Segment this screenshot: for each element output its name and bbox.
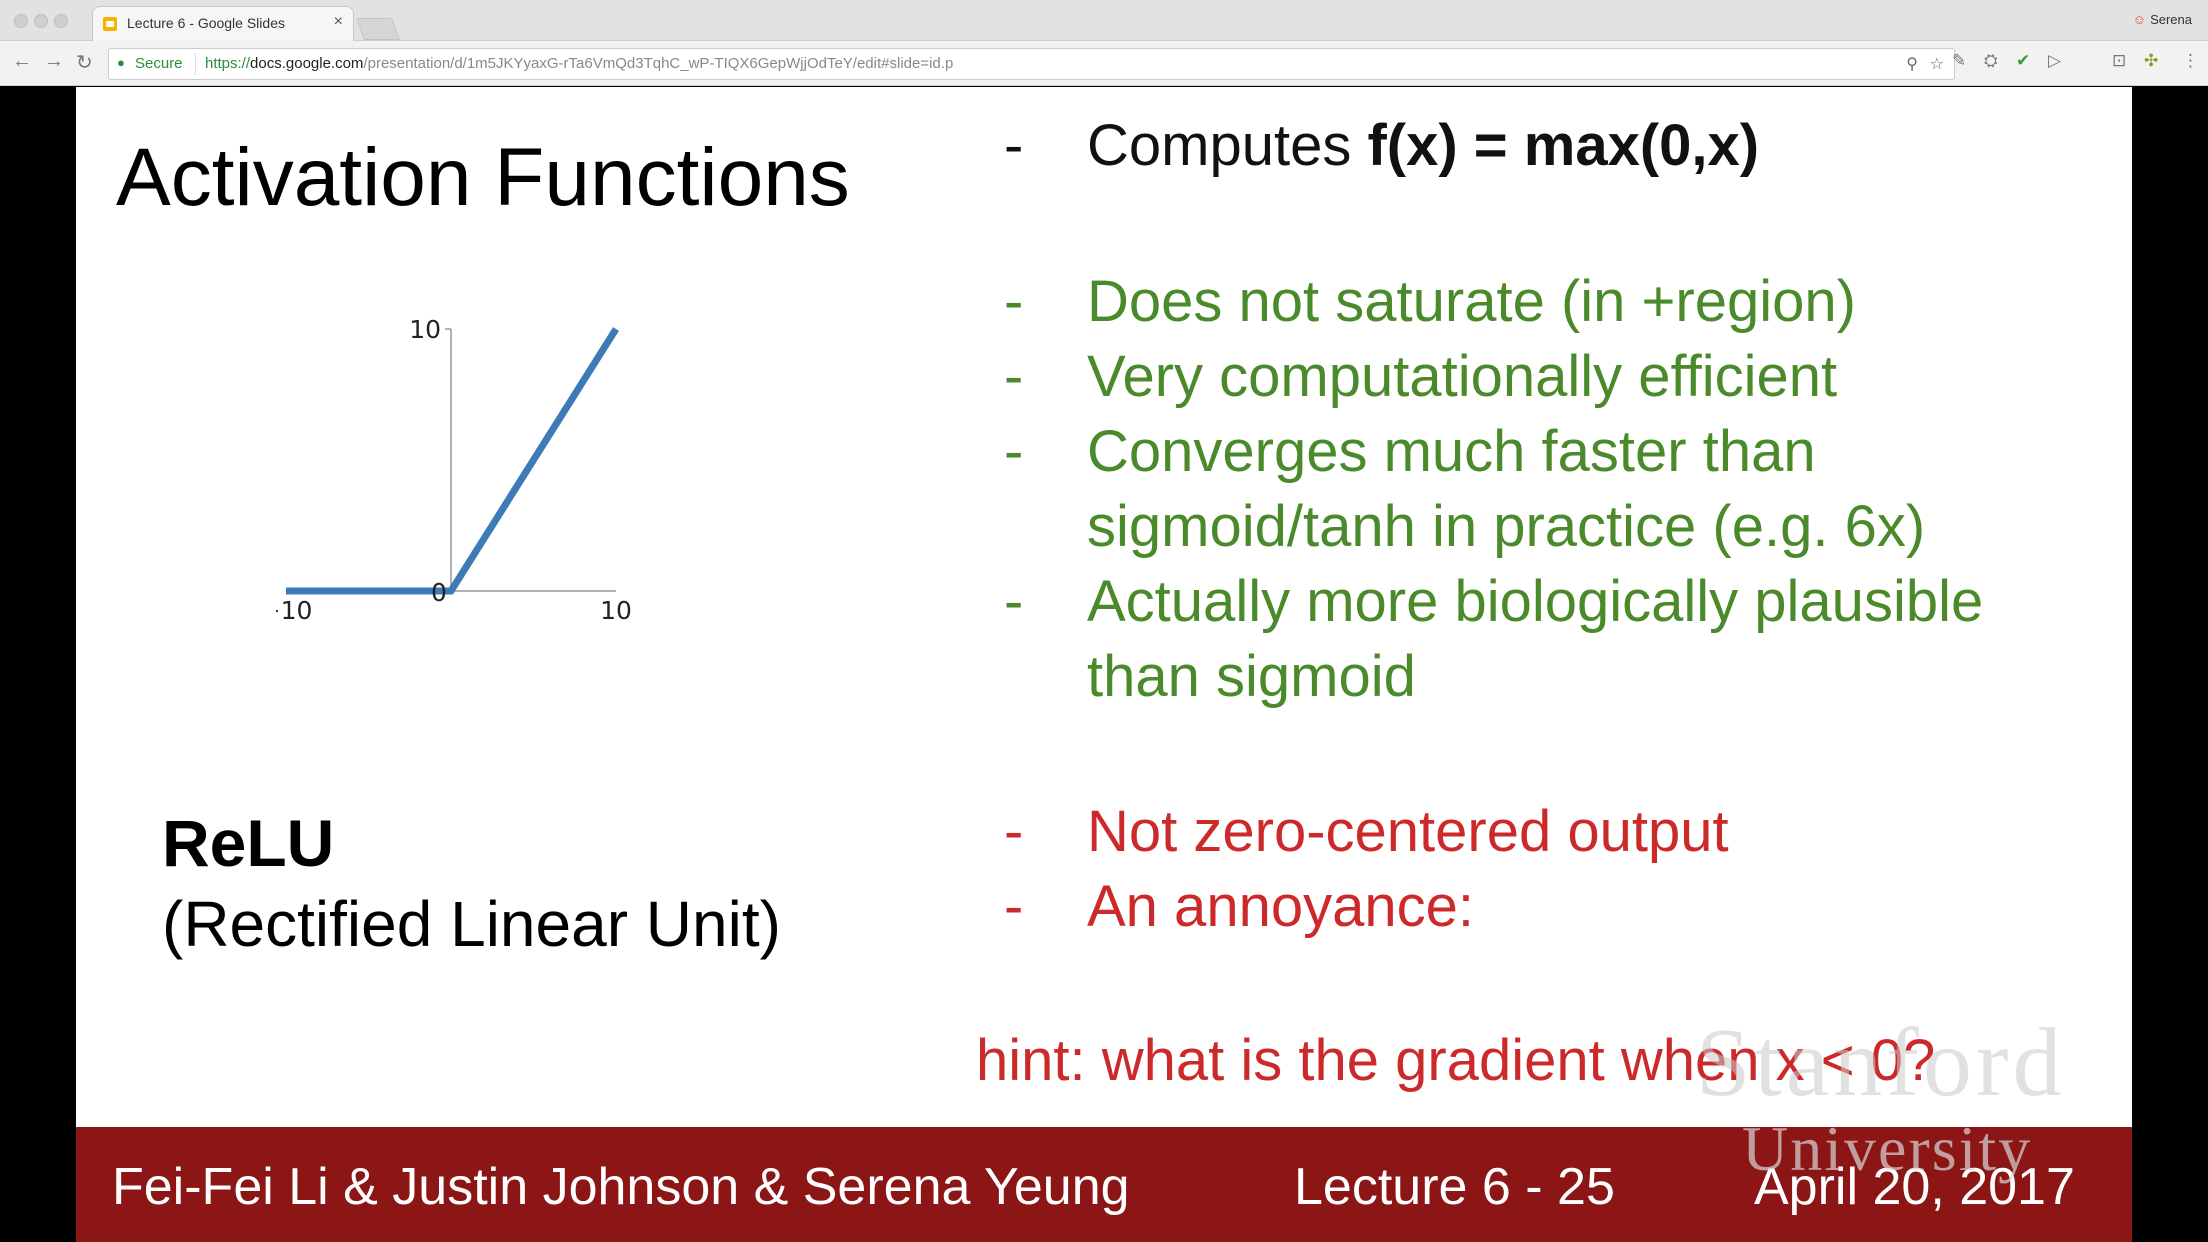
bullet-text: Very computationally efficient xyxy=(1087,344,1838,409)
user-icon: ☺ xyxy=(2132,12,2147,27)
bullet-dash: - xyxy=(1004,569,1024,634)
bullet-dash: - xyxy=(1004,799,1024,864)
browser-tab-bar: Lecture 6 - Google Slides × ☺ Serena xyxy=(0,0,2208,41)
stanford-watermark: Stanford xyxy=(1696,1009,2066,1117)
tab-title: Lecture 6 - Google Slides xyxy=(127,15,285,31)
lock-icon: ● xyxy=(117,55,125,70)
new-tab-button[interactable] xyxy=(355,18,401,40)
menu-icon[interactable]: ⋮ xyxy=(2182,51,2199,70)
slide-canvas: Activation Functions −10 0 10 10 ReLU (Rect… xyxy=(76,87,2132,1242)
url-scheme: https:// xyxy=(205,55,251,72)
back-icon[interactable]: ← xyxy=(12,50,32,72)
zoom-icon[interactable]: ⚲ xyxy=(1906,56,1918,73)
profile-name: Serena xyxy=(2150,12,2192,27)
url-path: /presentation/d/1m5JKYyaxG-rTa6VmQd3TqhC… xyxy=(363,55,954,72)
extension-check-icon[interactable]: ✔ xyxy=(2016,51,2031,70)
window-zoom-button[interactable] xyxy=(54,14,68,28)
x-tick-label: −10 xyxy=(276,596,312,625)
url-host: docs.google.com xyxy=(250,55,364,72)
bullet-text: than sigmoid xyxy=(1087,644,1416,709)
google-slides-icon xyxy=(103,17,117,31)
x-tick-label: 10 xyxy=(600,596,632,625)
browser-tab[interactable]: Lecture 6 - Google Slides × xyxy=(92,6,354,41)
reload-icon[interactable]: ↻ xyxy=(76,52,93,74)
footer-lecture-number: Lecture 6 - 25 xyxy=(1294,1158,1615,1216)
bullet-formula-prefix: Computes xyxy=(1087,113,1368,178)
bullet-text: Converges much faster than xyxy=(1087,419,1816,484)
bullet-text: sigmoid/tanh in practice (e.g. 6x) xyxy=(1087,494,1926,559)
university-watermark: University xyxy=(1742,1113,2033,1184)
url-divider xyxy=(195,53,196,75)
extension-puzzle-icon[interactable]: ✣ xyxy=(2144,51,2159,70)
secure-label: Secure xyxy=(135,55,183,72)
footer-authors: Fei-Fei Li & Justin Johnson & Serena Yeu… xyxy=(112,1158,1130,1216)
bullet-dash: - xyxy=(1004,419,1024,484)
profile-button[interactable]: ☺ Serena xyxy=(2133,12,2192,27)
bullet-text: Actually more biologically plausible xyxy=(1087,569,1984,634)
extension-gear-icon[interactable]: ⛭ xyxy=(1984,51,1998,70)
bullet-text: Does not saturate (in +region) xyxy=(1087,269,1856,334)
slide-title: Activation Functions xyxy=(116,132,850,223)
extension-cast-icon[interactable]: ⊡ xyxy=(2112,51,2127,70)
forward-icon[interactable]: → xyxy=(44,50,64,72)
close-icon[interactable]: × xyxy=(333,13,343,30)
bookmark-star-icon[interactable]: ☆ xyxy=(1929,56,1944,73)
url-text[interactable]: https://docs.google.com/presentation/d/1… xyxy=(205,55,953,72)
bullet-dash: - xyxy=(1004,874,1024,939)
relu-name: ReLU xyxy=(162,806,335,880)
bullet-dash: - xyxy=(1004,344,1024,409)
bullet-text: Not zero-centered output xyxy=(1087,799,1729,864)
address-bar[interactable]: ● Secure https://docs.google.com/present… xyxy=(108,48,1955,80)
window-close-button[interactable] xyxy=(14,14,28,28)
relu-chart: −10 0 10 10 xyxy=(276,315,632,625)
window-minimize-button[interactable] xyxy=(34,14,48,28)
bullet-dash: - xyxy=(1004,269,1024,334)
slide-footer: Fei-Fei Li & Justin Johnson & Serena Yeu… xyxy=(76,1127,2132,1242)
bullet-dash: - xyxy=(1004,113,1024,178)
hint-text: hint: what is the gradient when x < 0? xyxy=(976,1028,1936,1093)
relu-formula: f(x) = max(0,x) xyxy=(1367,113,1760,178)
footer-date: April 20, 2017 xyxy=(1754,1158,2075,1216)
bullet-text: An annoyance: xyxy=(1087,874,1474,939)
extension-pen-icon[interactable]: ✎ xyxy=(1952,51,1967,70)
relu-line xyxy=(286,327,619,595)
y-tick-label: 10 xyxy=(409,315,441,344)
browser-toolbar: ← → ↻ ● Secure https://docs.google.com/p… xyxy=(0,41,2208,86)
extension-play-icon[interactable]: ▷ xyxy=(2048,51,2062,70)
relu-full-name: (Rectified Linear Unit) xyxy=(162,888,781,960)
x-tick-label: 0 xyxy=(431,578,447,607)
